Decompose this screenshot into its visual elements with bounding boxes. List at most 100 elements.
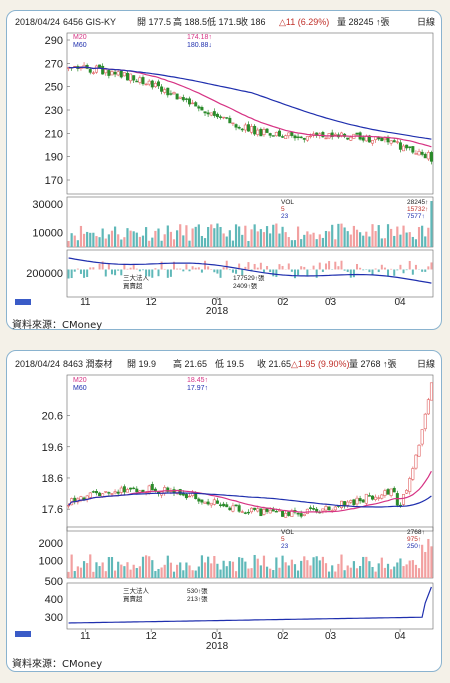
inst-bar — [185, 264, 188, 270]
inst-bar — [253, 263, 256, 270]
volume-bar — [427, 538, 430, 578]
inst-bar — [256, 267, 259, 270]
vol-legend-value-23: 7577↑ — [407, 213, 425, 220]
inst-bar — [238, 263, 241, 270]
header-field-2: 開 177.5 — [137, 17, 171, 27]
volume-bar — [123, 566, 126, 578]
candle-body — [305, 136, 309, 141]
volume-bar — [210, 563, 213, 578]
header-field-1: 6456 GIS-KY — [63, 17, 116, 27]
volume-bar — [355, 229, 359, 247]
volume-bar — [148, 240, 151, 247]
candle-body — [361, 137, 365, 141]
candle-body — [175, 93, 179, 100]
volume-bar — [253, 554, 256, 578]
candle-body — [163, 89, 167, 93]
candle-body — [268, 133, 272, 136]
volume-bar — [343, 227, 346, 247]
candle-body — [349, 500, 353, 503]
volume-bar — [113, 226, 117, 247]
candle-body — [312, 508, 316, 510]
volume-bar — [421, 225, 424, 247]
inst-bar — [70, 269, 73, 279]
inst-cumulative-line — [68, 257, 432, 284]
volume-bar — [408, 232, 411, 247]
inst-bar — [287, 263, 290, 270]
inst-bar — [101, 261, 104, 270]
volume-bar — [324, 230, 328, 247]
candle-body — [250, 507, 254, 513]
volume-bar — [327, 231, 331, 247]
volume-bar — [185, 225, 188, 247]
candle-body — [219, 504, 223, 506]
candle-body — [150, 484, 154, 491]
volume-bar — [374, 231, 377, 247]
volume-bar — [101, 562, 104, 578]
candle-body — [125, 72, 129, 81]
inst-bar — [266, 266, 269, 270]
header-field-8: 收 186 — [239, 16, 266, 27]
candle-body — [377, 497, 381, 499]
candle-body — [222, 116, 226, 119]
inst-bar — [402, 269, 405, 274]
volume-bar — [331, 565, 334, 578]
volume-bar — [138, 566, 141, 578]
candle-body — [150, 80, 154, 88]
volume-bar — [411, 560, 414, 578]
volume-bar — [430, 201, 433, 247]
candle-body — [240, 128, 244, 131]
candle-body — [274, 511, 278, 513]
candle-body — [91, 72, 95, 74]
volume-bar — [241, 234, 244, 247]
inst-bar — [390, 268, 393, 270]
panel-frame-0 — [66, 32, 434, 195]
month-label-02: 02 — [277, 297, 289, 308]
price-tick-190: 190 — [45, 152, 63, 164]
inst-bar — [362, 269, 365, 271]
inst-bar — [114, 269, 117, 276]
candle-body — [411, 146, 415, 153]
volume-bar — [365, 231, 368, 247]
candle-body — [181, 97, 185, 101]
vol-legend-value-5: 975↑ — [407, 536, 421, 543]
candle-body — [420, 151, 424, 155]
inst-bar — [324, 263, 327, 270]
candle-body — [293, 135, 297, 139]
candle-body — [259, 128, 263, 137]
year-label: 2018 — [206, 641, 229, 652]
inst-bar — [132, 264, 135, 270]
candle-body — [380, 137, 384, 142]
inst-bar — [231, 269, 234, 273]
candle-body — [268, 509, 272, 514]
inst-bar — [411, 269, 414, 275]
volume-bar — [393, 235, 396, 247]
volume-bar — [296, 226, 300, 247]
candle-body — [355, 497, 359, 505]
candle-body — [367, 495, 371, 497]
candle-body — [107, 70, 111, 76]
candle-body — [132, 75, 136, 81]
volume-bar — [107, 557, 110, 578]
volume-bar — [104, 571, 107, 578]
volume-bar — [244, 225, 247, 247]
inst-bar — [259, 262, 262, 270]
volume-bar — [411, 236, 414, 247]
candle-body — [386, 489, 390, 495]
candle-body — [253, 125, 257, 135]
inst-bar — [200, 269, 203, 273]
inst-bar — [244, 266, 247, 270]
candle-body — [246, 511, 250, 514]
inst-bar — [89, 267, 92, 270]
candle-body — [138, 77, 142, 83]
candle-body — [423, 413, 427, 430]
candle-body — [73, 497, 77, 502]
volume-bar — [393, 566, 396, 578]
candle-body — [429, 152, 433, 162]
inst-bar — [173, 261, 176, 270]
price-tick-290: 290 — [45, 35, 63, 47]
source-label-1: 資料來源：CMoney — [12, 320, 103, 331]
volume-bar — [138, 236, 141, 247]
candle-body — [408, 478, 412, 492]
candle-body — [271, 135, 275, 137]
inst-bar — [120, 269, 123, 276]
